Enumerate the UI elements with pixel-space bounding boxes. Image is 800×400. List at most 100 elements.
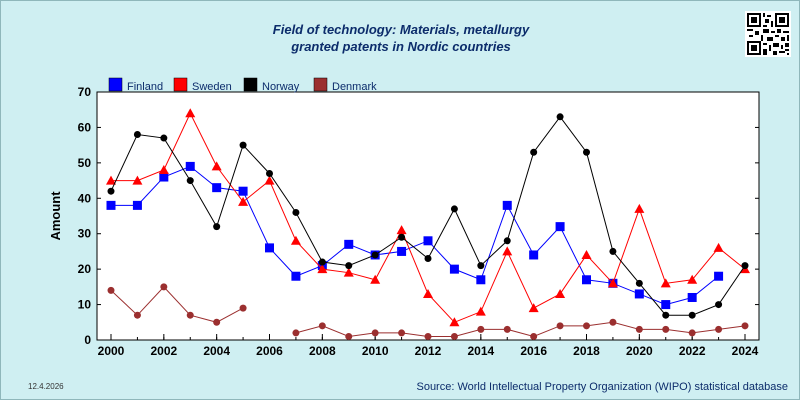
- data-point: [371, 251, 379, 259]
- data-point: [502, 246, 513, 256]
- data-point: [265, 243, 274, 253]
- y-tick-label: 60: [78, 120, 92, 134]
- data-point: [583, 322, 590, 330]
- x-tick-label: 2004: [203, 344, 230, 358]
- data-point: [344, 239, 354, 249]
- legend-label: Denmark: [332, 81, 377, 93]
- data-point: [423, 288, 433, 298]
- data-point: [343, 267, 354, 277]
- data-point: [345, 262, 353, 270]
- data-point: [450, 332, 458, 340]
- data-point: [345, 332, 353, 340]
- data-point: [213, 223, 221, 231]
- data-point: [291, 271, 301, 281]
- data-point: [503, 325, 511, 333]
- x-tick-label: 2016: [520, 344, 547, 358]
- x-tick-label: 2008: [309, 344, 336, 358]
- data-point: [477, 262, 485, 270]
- data-point: [213, 318, 221, 326]
- y-tick-label: 30: [78, 227, 92, 241]
- data-point: [398, 329, 406, 337]
- data-point: [317, 264, 328, 274]
- series-line: [295, 321, 746, 337]
- data-point: [266, 169, 273, 177]
- data-point: [239, 304, 247, 312]
- data-point: [660, 278, 671, 288]
- legend-swatch: [173, 77, 188, 92]
- x-tick-label: 2018: [573, 344, 600, 358]
- data-point: [186, 311, 194, 319]
- data-point: [185, 108, 196, 118]
- data-point: [581, 249, 592, 259]
- data-point: [583, 148, 590, 156]
- y-tick-label: 20: [78, 262, 92, 276]
- y-tick-label: 0: [84, 333, 91, 347]
- source-note: Source: World Intellectual Property Orga…: [416, 381, 788, 393]
- data-point: [503, 237, 511, 245]
- data-point: [687, 292, 697, 302]
- data-point: [160, 283, 168, 291]
- series-norway: [107, 113, 749, 319]
- data-point: [449, 264, 459, 274]
- series-denmark: [107, 283, 749, 340]
- data-point: [160, 134, 168, 142]
- qr-code-icon: [745, 11, 791, 57]
- data-point: [238, 196, 249, 206]
- data-point: [687, 274, 698, 284]
- data-point: [502, 200, 512, 210]
- data-point: [688, 329, 696, 337]
- data-point: [635, 279, 643, 287]
- plot-area: [96, 91, 760, 341]
- data-point: [239, 141, 247, 149]
- date-label: 12.4.2026: [28, 382, 64, 391]
- data-point: [107, 286, 115, 294]
- chart-title-line1: Field of technology: Materials, metallur…: [272, 22, 530, 37]
- data-point: [396, 225, 407, 235]
- data-point: [715, 301, 723, 309]
- data-point: [714, 271, 724, 281]
- legend-label: Norway: [262, 81, 300, 93]
- data-point: [186, 177, 194, 185]
- data-point: [715, 325, 723, 333]
- data-point: [555, 288, 566, 298]
- data-point: [423, 236, 433, 246]
- data-point: [556, 113, 564, 121]
- data-point: [609, 318, 617, 326]
- data-point: [609, 247, 617, 255]
- x-tick-label: 2002: [150, 344, 177, 358]
- data-point: [132, 175, 143, 185]
- x-tick-label: 2000: [98, 344, 125, 358]
- data-point: [211, 161, 222, 171]
- data-point: [607, 278, 618, 288]
- data-point: [530, 332, 538, 340]
- data-point: [133, 311, 141, 319]
- legend-swatch: [243, 77, 258, 92]
- series-group: [106, 108, 750, 340]
- x-tick-label: 2020: [626, 344, 653, 358]
- data-point: [530, 148, 538, 156]
- x-tick-label: 2010: [362, 344, 389, 358]
- data-point: [371, 329, 379, 337]
- data-point: [476, 275, 486, 285]
- data-point: [741, 322, 749, 330]
- legend-swatch: [108, 77, 123, 92]
- chart-title-line2: granted patents in Nordic countries: [291, 39, 511, 54]
- data-point: [292, 329, 300, 337]
- data-point: [661, 300, 671, 310]
- data-point: [556, 322, 564, 330]
- data-point: [292, 208, 300, 216]
- x-tick-label: 2012: [415, 344, 442, 358]
- data-point: [475, 306, 486, 316]
- data-point: [741, 262, 749, 270]
- x-tick-label: 2006: [256, 344, 283, 358]
- data-point: [713, 242, 724, 252]
- y-tick-label: 50: [78, 156, 92, 170]
- data-point: [555, 222, 565, 232]
- data-point: [397, 246, 407, 256]
- data-point: [158, 164, 169, 174]
- data-point: [662, 325, 670, 333]
- data-point: [318, 258, 326, 266]
- x-tick-label: 2014: [467, 344, 494, 358]
